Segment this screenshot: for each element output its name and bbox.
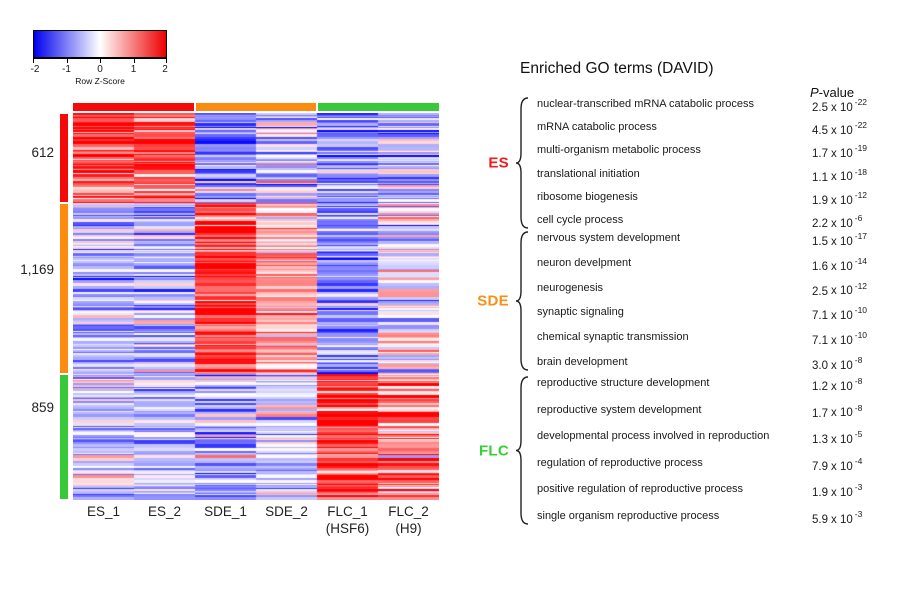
column-label-es1: ES_1 — [86, 504, 121, 519]
column-label-flc2: FLC_2 (H9) — [388, 504, 429, 536]
go-term-row: regulation of reproductive process 7.9 x … — [537, 455, 895, 473]
go-term-row: reproductive system development 1.7 x 10-… — [537, 402, 895, 420]
go-term-row: brain development 3.0 x 10 -8 — [537, 354, 895, 372]
row-cluster-count-sde: 1,169 — [20, 262, 54, 277]
column-label-sde2: SDE_2 — [265, 504, 308, 519]
tick-label: 2 — [162, 64, 168, 75]
go-term-row: chemical synaptic transmission 7.1 x 10 -1… — [537, 330, 895, 348]
go-term-row: positive regulation of reproductive proc… — [537, 482, 895, 500]
column-group-segment-flc — [318, 103, 440, 111]
go-term-label: mRNA catabolic process — [537, 121, 657, 134]
go-group-es: ES nuclear-transcribed mRNA catabolic pr… — [488, 97, 895, 230]
go-term-pvalue: 1.1 x 10 -18 — [812, 166, 868, 184]
go-term-pvalue: 1.9 x 10 -12 — [812, 189, 868, 207]
pvalue-column-header: P-value — [810, 85, 855, 100]
go-term-row: neuron develpment 1.6 x 10 -14 — [537, 255, 895, 273]
go-term-pvalue: 1.9 x 10 -3 — [812, 482, 863, 500]
go-term-row: cell cycle process 2.2 x 10 -6 — [537, 212, 895, 230]
go-term-label: reproductive system development — [537, 403, 702, 416]
go-term-row: nervous system development 1.5 x 10 -17 — [537, 231, 895, 248]
go-term-pvalue: 1.7 x 10 -19 — [812, 143, 868, 161]
go-term-label: nuclear-transcribed mRNA catabolic proce… — [537, 98, 755, 110]
tick-label: 1 — [130, 64, 137, 75]
go-term-label: regulation of reproductive process — [537, 456, 703, 469]
column-group-segment-es — [73, 103, 194, 111]
row-cluster-count-es: 612 — [31, 145, 54, 160]
go-term-label: multi-organism metabolic process — [537, 144, 701, 157]
row-cluster-annotation-bar — [60, 113, 68, 500]
go-term-row: multi-organism metabolic process 1.7 x 10… — [537, 143, 895, 161]
go-term-pvalue: 1.6 x 10 -14 — [812, 255, 868, 273]
go-term-pvalue: 1.7 x 10 -8 — [812, 402, 863, 420]
go-term-label: positive regulation of reproductive proc… — [537, 483, 744, 496]
go-term-row: ribosome biogenesis 1.9 x 10 -12 — [537, 189, 895, 207]
column-group-annotation-bar — [73, 103, 440, 111]
column-group-segment-sde — [195, 103, 317, 111]
go-term-row: single organism reproductive process 5.9… — [537, 508, 895, 526]
go-term-pvalue: 1.3 x 10 -5 — [812, 429, 863, 447]
go-term-row: mRNA catabolic process 4.5 x 10 -22 — [537, 120, 895, 138]
go-term-label: translational initiation — [537, 167, 640, 180]
go-term-row: translational initiation 1.1 x 10 -18 — [537, 166, 895, 184]
column-label-flc1: FLC_1 (HSF6) — [325, 504, 370, 536]
go-term-label: neurogenesis — [537, 281, 604, 294]
go-term-row: nuclear-transcribed mRNA catabolic proce… — [537, 97, 895, 114]
row-cluster-count-flc: 859 — [31, 400, 54, 415]
go-group-label-sde: SDE — [477, 292, 509, 310]
group-brace — [515, 97, 529, 229]
go-term-label: chemical synaptic transmission — [537, 331, 689, 344]
tick-label: -1 — [62, 64, 71, 75]
color-scale-tick-labels: -2 -1 0 1 2 — [30, 64, 168, 75]
group-brace — [515, 231, 529, 371]
go-term-pvalue: 3.0 x 10 -8 — [812, 354, 863, 372]
tick-label: 0 — [97, 64, 103, 75]
color-scale-legend: -2 -1 0 1 2 Row Z-Score — [30, 30, 168, 86]
color-scale-ticks — [33, 59, 167, 63]
go-term-label: brain development — [537, 355, 628, 368]
go-term-pvalue: 2.5 x 10 -22 — [812, 97, 868, 114]
go-term-pvalue: 2.5 x 10 -12 — [812, 280, 868, 298]
column-label-es2: ES_2 — [147, 504, 182, 519]
go-term-label: synaptic signaling — [537, 306, 624, 319]
go-term-label: ribosome biogenesis — [537, 190, 638, 203]
go-term-row: developmental process involved in reprod… — [537, 429, 895, 447]
go-term-label: developmental process involved in reprod… — [537, 430, 770, 443]
go-term-pvalue: 4.5 x 10 -22 — [812, 120, 868, 138]
go-group-label-es: ES — [488, 154, 509, 172]
tick-label: -2 — [30, 64, 40, 75]
go-term-pvalue: 1.2 x 10 -8 — [812, 376, 863, 393]
go-term-pvalue: 7.1 x 10 -10 — [812, 305, 868, 323]
go-panel-title: Enriched GO terms (DAVID) — [520, 60, 714, 77]
go-term-pvalue: 7.1 x 10 -10 — [812, 330, 868, 348]
go-term-pvalue: 2.2 x 10 -6 — [812, 212, 863, 230]
heatmap-cells — [73, 113, 439, 500]
row-cluster-segment-flc — [60, 375, 68, 499]
color-scale-title: Row Z-Score — [75, 76, 125, 86]
go-term-label: cell cycle process — [537, 213, 624, 226]
column-label-sde1: SDE_1 — [204, 504, 247, 519]
go-term-row: neurogenesis 2.5 x 10 -12 — [537, 280, 895, 298]
go-term-pvalue: 5.9 x 10 -3 — [812, 508, 863, 526]
go-term-label: neuron develpment — [537, 256, 632, 269]
go-term-pvalue: 1.5 x 10 -17 — [812, 231, 868, 248]
color-scale-bar — [33, 30, 167, 59]
row-cluster-segment-es — [60, 114, 68, 202]
go-term-label: single organism reproductive process — [537, 509, 720, 522]
go-term-pvalue: 7.9 x 10 -4 — [812, 455, 863, 473]
go-term-label: nervous system development — [537, 232, 681, 244]
group-brace — [515, 376, 529, 525]
go-term-row: reproductive structure development 1.2 x … — [537, 376, 895, 393]
row-cluster-segment-sde — [60, 204, 68, 373]
go-term-label: reproductive structure development — [537, 377, 710, 389]
go-group-label-flc: FLC — [478, 442, 509, 459]
go-group-flc: FLC reproductive structure development 1… — [479, 376, 895, 526]
go-term-row: synaptic signaling 7.1 x 10 -10 — [537, 305, 895, 323]
go-group-sde: SDE nervous system development 1.5 x 10 -1… — [477, 231, 895, 372]
